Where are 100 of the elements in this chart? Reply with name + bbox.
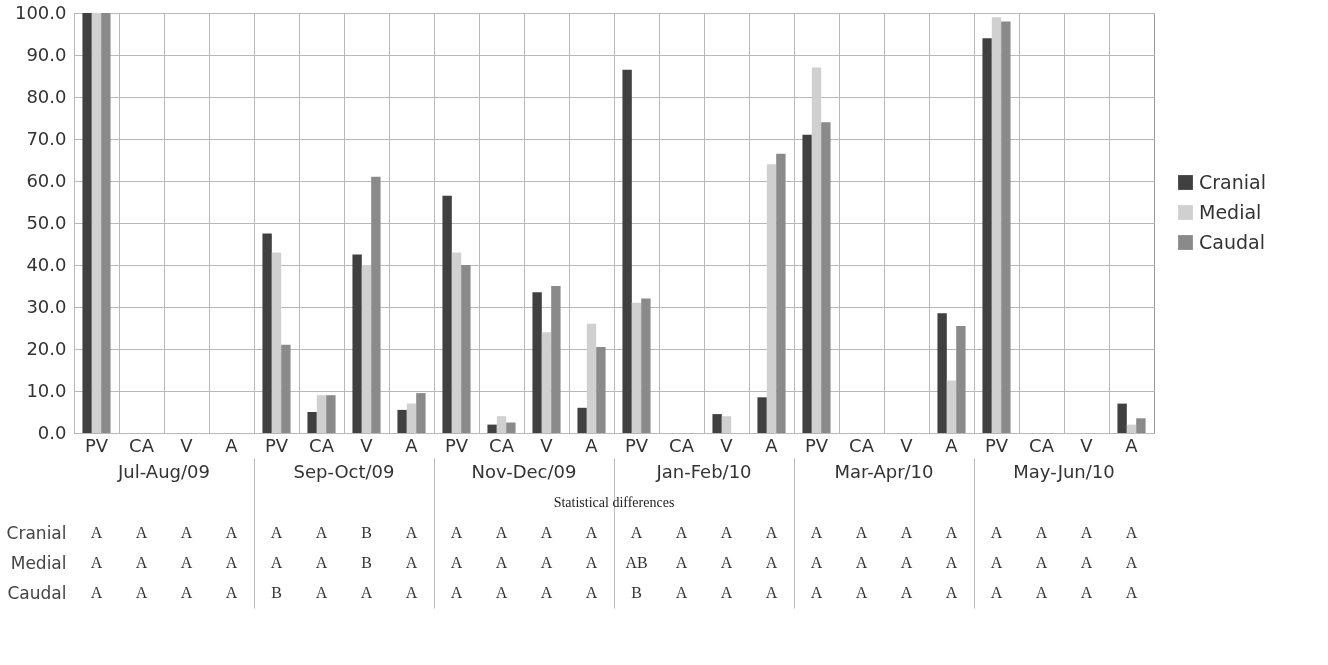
bar: [532, 292, 542, 433]
text: A: [990, 554, 1003, 571]
text: A: [135, 584, 148, 601]
bar: [307, 412, 317, 433]
text: A: [225, 584, 238, 601]
x-tick-label: V: [720, 434, 734, 456]
text: A: [1035, 554, 1048, 571]
text: A: [315, 524, 328, 541]
x-tick-label: V: [180, 434, 194, 456]
bar: [371, 176, 381, 433]
text: A: [315, 584, 328, 601]
text: A: [90, 554, 103, 571]
x-tick-label: V: [900, 434, 914, 456]
bar: [641, 298, 651, 433]
bar: [442, 195, 452, 433]
text: A: [855, 524, 868, 541]
bar: [271, 252, 282, 433]
text: A: [405, 524, 418, 541]
x-tick-label: A: [1125, 434, 1139, 456]
text: AB: [625, 554, 648, 571]
x-tick-label: A: [585, 434, 599, 456]
bar: [1001, 21, 1011, 433]
text: A: [765, 584, 778, 601]
text: A: [945, 554, 958, 571]
text: A: [855, 584, 868, 601]
x-tick-label: V: [1080, 434, 1094, 456]
bar: [487, 424, 497, 433]
text: A: [900, 584, 913, 601]
text: A: [630, 524, 643, 541]
bar: [622, 69, 632, 433]
y-tick-label: 30.0: [26, 295, 67, 317]
x-tick-label: CA: [129, 434, 155, 456]
bar: [316, 395, 327, 433]
y-tick-label: 70.0: [26, 127, 67, 149]
x-tick-label: A: [405, 434, 419, 456]
x-tick-label: PV: [264, 434, 289, 456]
text: A: [540, 554, 553, 571]
bar: [712, 414, 722, 433]
text: A: [225, 554, 238, 571]
bar: [937, 313, 947, 433]
x-tick-label: A: [945, 434, 959, 456]
bar: [82, 13, 92, 433]
text: A: [315, 554, 328, 571]
bar: [776, 153, 786, 433]
y-tick-label: 100.0: [14, 1, 67, 23]
text: A: [360, 584, 373, 601]
text: A: [495, 524, 508, 541]
bar: [506, 422, 516, 433]
text: B: [631, 584, 642, 601]
text: A: [765, 554, 778, 571]
text: A: [945, 524, 958, 541]
text: A: [900, 554, 913, 571]
text: A: [810, 584, 823, 601]
bar: [577, 407, 587, 433]
text: A: [675, 524, 688, 541]
text: Mar-Apr/10: [834, 461, 934, 482]
bar: [91, 13, 102, 433]
text: A: [990, 584, 1003, 601]
y-tick-label: 90.0: [26, 43, 67, 65]
y-tick-label: 80.0: [26, 85, 67, 107]
y-tick-label: 0.0: [37, 421, 67, 443]
text: A: [810, 554, 823, 571]
x-tick-label: PV: [444, 434, 469, 456]
bar: [766, 164, 777, 433]
text: A: [675, 584, 688, 601]
text: A: [1080, 584, 1093, 601]
text: A: [1125, 524, 1138, 541]
text: Jul-Aug/09: [117, 461, 210, 482]
bar: [541, 332, 552, 433]
bar: [631, 302, 642, 433]
text: A: [180, 584, 193, 601]
text: A: [1035, 584, 1048, 601]
bar: [352, 254, 362, 433]
text: A: [135, 524, 148, 541]
legend-label: Medial: [1199, 200, 1262, 223]
text: A: [1035, 524, 1048, 541]
text: A: [225, 524, 238, 541]
y-tick-label: 20.0: [26, 337, 67, 359]
text: May-Jun/10: [1013, 461, 1115, 482]
text: A: [495, 584, 508, 601]
text: A: [855, 554, 868, 571]
text: A: [135, 554, 148, 571]
text: Caudal: [7, 582, 67, 603]
x-tick-label: CA: [489, 434, 515, 456]
text: A: [585, 554, 598, 571]
text: B: [271, 584, 282, 601]
bar: [406, 403, 417, 433]
y-tick-label: 10.0: [26, 379, 67, 401]
text: A: [720, 584, 733, 601]
text: Jan-Feb/10: [655, 461, 752, 482]
text: A: [180, 554, 193, 571]
bar: [397, 409, 407, 433]
x-tick-label: V: [360, 434, 374, 456]
x-tick-label: A: [225, 434, 239, 456]
bar: [281, 344, 291, 433]
text: A: [270, 554, 283, 571]
x-tick-label: PV: [84, 434, 109, 456]
text: A: [990, 524, 1003, 541]
bar: [262, 233, 272, 433]
text: A: [405, 554, 418, 571]
